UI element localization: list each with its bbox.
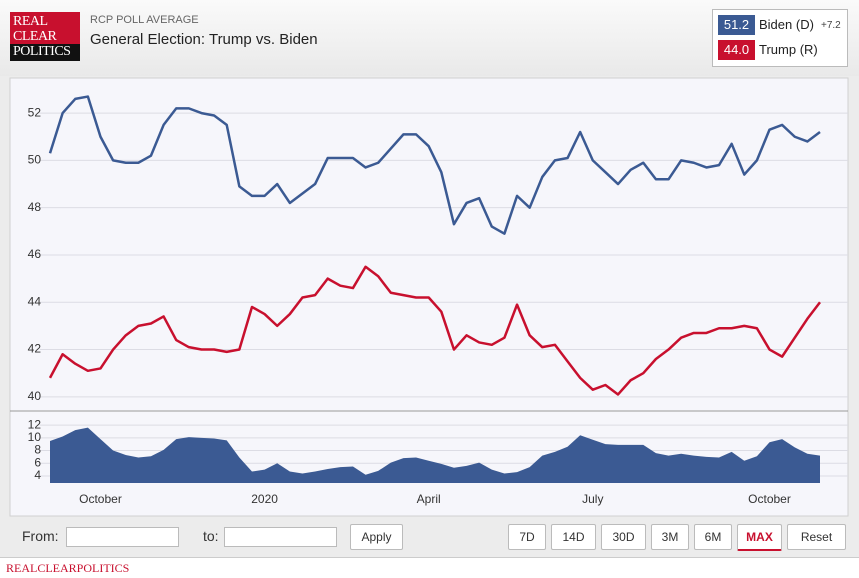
y-tick-label: 40 xyxy=(28,389,42,403)
range-button[interactable]: Reset xyxy=(787,524,846,550)
to-input[interactable] xyxy=(224,527,337,547)
y-tick-label: 50 xyxy=(28,153,42,167)
range-button[interactable]: 3M xyxy=(651,524,689,550)
y-tick-label: 4 xyxy=(34,468,41,482)
from-input[interactable] xyxy=(66,527,179,547)
legend-name: Biden (D) xyxy=(759,17,814,32)
to-label: to: xyxy=(203,528,219,544)
poll-label: RCP POLL AVERAGE xyxy=(90,14,199,26)
page-title: General Election: Trump vs. Biden xyxy=(90,31,318,48)
range-button[interactable]: 6M xyxy=(694,524,732,550)
logo-text: POLITICS xyxy=(13,44,71,59)
y-tick-label: 42 xyxy=(28,342,42,356)
y-tick-label: 48 xyxy=(28,200,42,214)
from-label: From: xyxy=(22,528,59,544)
range-button[interactable]: 14D xyxy=(551,524,596,550)
logo[interactable]: REAL CLEAR POLITICS xyxy=(10,12,80,61)
logo-text: REAL xyxy=(13,14,48,29)
y-tick-label: 12 xyxy=(28,417,42,431)
logo-text: CLEAR xyxy=(13,29,57,44)
legend: 51.2 Biden (D) +7.2 44.0 Trump (R) xyxy=(712,9,848,67)
footer: REALCLEARPOLITICS xyxy=(0,557,859,578)
latest-value: 44.0 xyxy=(718,40,755,60)
x-tick-label: October xyxy=(748,492,791,506)
apply-button[interactable]: Apply xyxy=(350,524,403,550)
x-tick-label: 2020 xyxy=(251,492,278,506)
footer-text: REALCLEARPOLITICS xyxy=(6,561,130,575)
logo-top: REAL CLEAR xyxy=(10,12,80,44)
series-line xyxy=(48,265,821,396)
range-button[interactable]: MAX xyxy=(737,524,782,551)
latest-value: 51.2 xyxy=(718,15,755,35)
series-line xyxy=(48,95,821,235)
y-tick-label: 6 xyxy=(34,455,41,469)
spread-area xyxy=(50,427,820,483)
y-tick-label: 52 xyxy=(28,105,42,119)
y-tick-label: 46 xyxy=(28,247,42,261)
legend-name: Trump (R) xyxy=(759,42,818,57)
range-button[interactable]: 30D xyxy=(601,524,646,550)
spread: +7.2 xyxy=(821,20,841,31)
x-tick-label: April xyxy=(417,492,441,506)
range-button[interactable]: 7D xyxy=(508,524,546,550)
y-tick-label: 10 xyxy=(28,430,42,444)
x-tick-label: July xyxy=(582,492,603,506)
y-tick-label: 8 xyxy=(34,443,41,457)
y-tick-label: 44 xyxy=(28,294,42,308)
x-tick-label: October xyxy=(79,492,122,506)
